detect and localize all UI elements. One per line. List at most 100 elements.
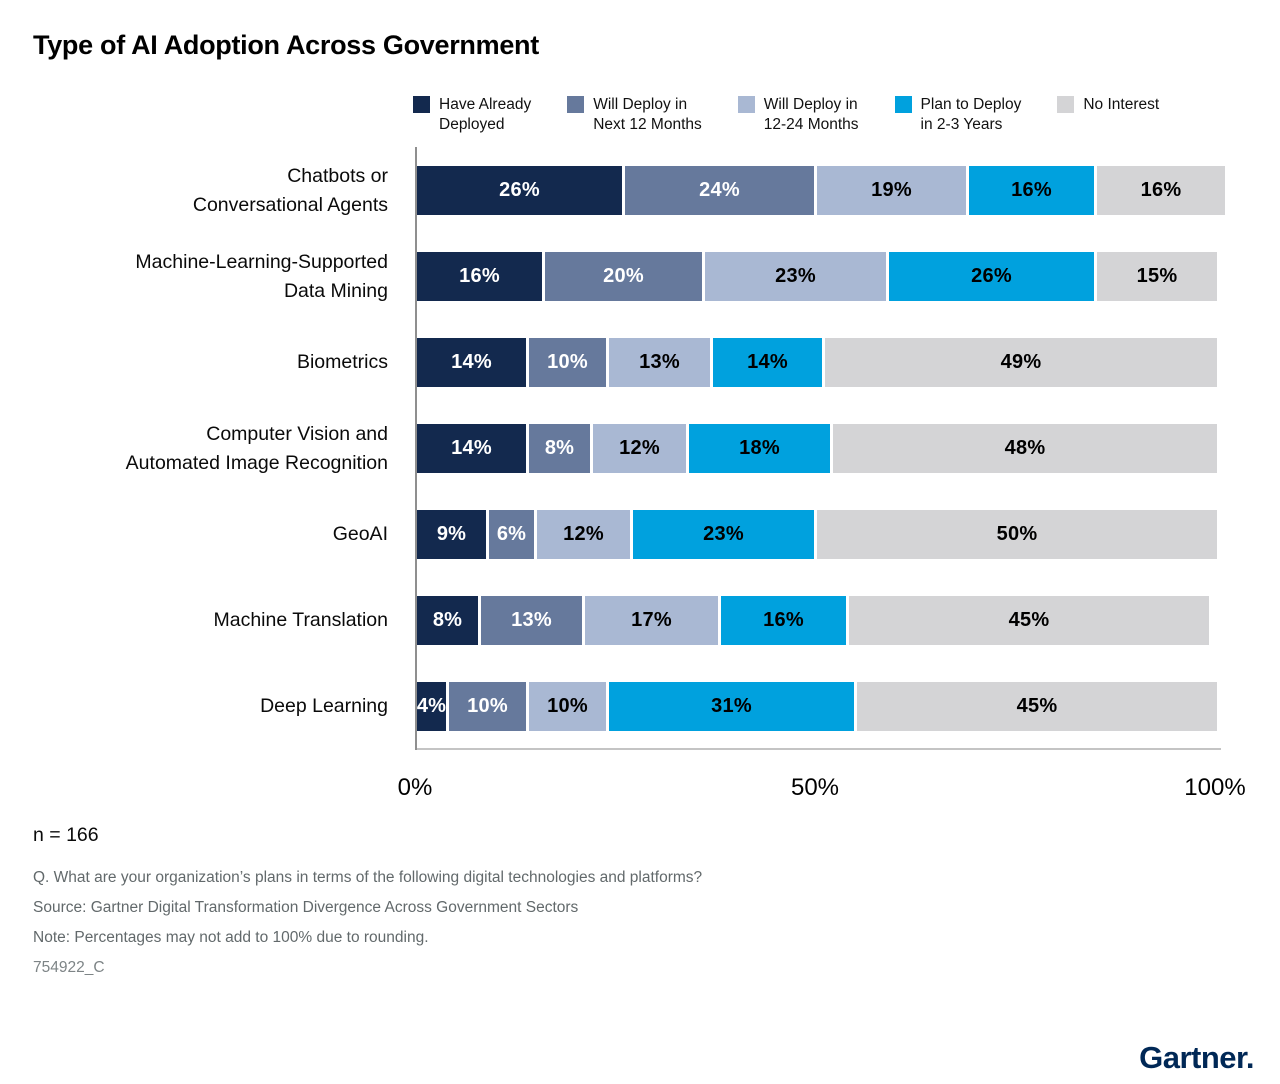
legend-label-line: Plan to Deploy bbox=[920, 96, 1022, 113]
legend-label-line: 12-24 Months bbox=[763, 116, 859, 133]
segment-value-label: 15% bbox=[1136, 265, 1178, 287]
bar-segment: 16% bbox=[1097, 166, 1225, 215]
segment-value-label: 16% bbox=[459, 265, 500, 287]
bar: 8% 13% 17% 16% 45% bbox=[417, 596, 1217, 645]
legend-label: Plan to Deploy in 2-3 Years bbox=[921, 95, 1022, 135]
legend-label-line: Deployed bbox=[439, 116, 505, 133]
segment-value-label: 4% bbox=[416, 695, 447, 717]
legend-swatch-icon bbox=[567, 96, 585, 113]
chart-title: Type of AI Adoption Across Government bbox=[33, 30, 539, 60]
y-axis-line bbox=[415, 147, 417, 750]
bar-chart: Chatbots or Conversational Agents 26% 24% 19… bbox=[0, 147, 1280, 750]
x-tick-label: 100% bbox=[1184, 774, 1246, 801]
bar-segment: 6% bbox=[489, 510, 537, 559]
document-id: 754922_C bbox=[33, 959, 105, 976]
legend-label-line: Will Deploy in bbox=[763, 96, 858, 113]
legend-label-line: Next 12 Months bbox=[593, 116, 702, 133]
segment-value-label: 10% bbox=[547, 351, 588, 373]
bar-segment: 31% bbox=[609, 682, 857, 731]
footnote-source: Source: Gartner Digital Transformation D… bbox=[33, 899, 579, 916]
category-label-line: Conversational Agents bbox=[192, 193, 388, 216]
bar-segment: 50% bbox=[817, 510, 1217, 559]
sample-size-label: n = 166 bbox=[33, 824, 99, 846]
category-label: GeoAI bbox=[0, 520, 388, 549]
bar: 26% 24% 19% 16% 16% bbox=[417, 166, 1225, 215]
bar-segment: 49% bbox=[825, 338, 1217, 387]
bar-segment: 16% bbox=[969, 166, 1097, 215]
segment-value-label: 14% bbox=[451, 437, 492, 459]
bar-segment: 45% bbox=[849, 596, 1209, 645]
bar: 16% 20% 23% 26% 15% bbox=[417, 252, 1217, 301]
legend-item: No Interest bbox=[1057, 95, 1159, 135]
footnotes: Q. What are your organization’s plans in… bbox=[33, 868, 1280, 977]
legend-label: Will Deploy in Next 12 Months bbox=[593, 95, 702, 135]
bar-segment: 14% bbox=[713, 338, 825, 387]
category-label-line: Chatbots or bbox=[287, 164, 388, 187]
bar-segment: 13% bbox=[609, 338, 713, 387]
legend: Have Already Deployed Will Deploy in Next 1… bbox=[413, 95, 1280, 135]
category-label-line: Automated Image Recognition bbox=[125, 451, 388, 474]
segment-value-label: 24% bbox=[699, 179, 740, 201]
category-label: Computer Vision and Automated Image Recog… bbox=[0, 420, 388, 478]
segment-value-label: 13% bbox=[639, 351, 680, 373]
legend-swatch-icon bbox=[894, 96, 912, 113]
segment-value-label: 17% bbox=[631, 609, 672, 631]
segment-value-label: 12% bbox=[563, 523, 604, 545]
bar: 14% 10% 13% 14% 49% bbox=[417, 338, 1217, 387]
bar-segment: 20% bbox=[545, 252, 705, 301]
bar-segment: 10% bbox=[529, 338, 609, 387]
legend-label-line: Have Already bbox=[439, 96, 532, 113]
bars: Chatbots or Conversational Agents 26% 24% 19… bbox=[0, 147, 1280, 731]
bar-segment: 16% bbox=[721, 596, 849, 645]
legend-label-line: No Interest bbox=[1083, 96, 1160, 113]
segment-value-label: 48% bbox=[1004, 437, 1046, 459]
bar-segment: 13% bbox=[481, 596, 585, 645]
bar-segment: 14% bbox=[417, 338, 529, 387]
footnote-question: Q. What are your organization’s plans in… bbox=[33, 869, 703, 886]
legend-swatch-icon bbox=[737, 96, 755, 113]
bar-segment: 15% bbox=[1097, 252, 1217, 301]
legend-item: Have Already Deployed bbox=[413, 95, 531, 135]
category-label-line: GeoAI bbox=[332, 523, 388, 545]
legend-label: Will Deploy in 12-24 Months bbox=[764, 95, 859, 135]
bar-row: Machine Translation 8% 13% 17% 16% 45% bbox=[0, 596, 1280, 645]
bar-segment: 23% bbox=[633, 510, 817, 559]
legend-item: Will Deploy in Next 12 Months bbox=[567, 95, 702, 135]
segment-value-label: 26% bbox=[971, 265, 1012, 287]
category-label-line: Machine-Learning-Supported bbox=[135, 250, 388, 273]
segment-value-label: 10% bbox=[467, 695, 508, 717]
gartner-logo: Gartner. bbox=[1139, 1040, 1254, 1075]
legend-swatch-icon bbox=[413, 96, 430, 113]
segment-value-label: 14% bbox=[451, 351, 492, 373]
bar-row: Chatbots or Conversational Agents 26% 24% 19… bbox=[0, 165, 1280, 216]
bar: 9% 6% 12% 23% 50% bbox=[417, 510, 1217, 559]
segment-value-label: 31% bbox=[711, 695, 752, 717]
bar-segment: 18% bbox=[689, 424, 833, 473]
category-label: Biometrics bbox=[0, 348, 388, 377]
bar-segment: 26% bbox=[889, 252, 1097, 301]
bar-segment: 8% bbox=[417, 596, 481, 645]
category-label-line: Biometrics bbox=[296, 351, 388, 373]
category-label: Machine-Learning-Supported Data Mining bbox=[0, 248, 388, 306]
x-axis-line bbox=[415, 748, 1221, 750]
legend-item: Will Deploy in 12-24 Months bbox=[737, 95, 859, 135]
bar-segment: 14% bbox=[417, 424, 529, 473]
segment-value-label: 6% bbox=[496, 523, 527, 545]
segment-value-label: 12% bbox=[619, 437, 660, 459]
category-label-line: Data Mining bbox=[283, 279, 388, 302]
segment-value-label: 9% bbox=[436, 523, 467, 545]
category-label: Chatbots or Conversational Agents bbox=[0, 162, 388, 220]
segment-value-label: 8% bbox=[544, 437, 575, 459]
bar-segment: 17% bbox=[585, 596, 721, 645]
bar-segment: 8% bbox=[529, 424, 593, 473]
bar-segment: 4% bbox=[417, 682, 449, 731]
bar: 14% 8% 12% 18% 48% bbox=[417, 424, 1217, 473]
x-tick-label: 0% bbox=[397, 774, 433, 801]
category-label-line: Deep Learning bbox=[260, 695, 388, 717]
legend-swatch-icon bbox=[1057, 96, 1075, 113]
bar-segment: 10% bbox=[529, 682, 609, 731]
bar-segment: 23% bbox=[705, 252, 889, 301]
segment-value-label: 23% bbox=[703, 523, 744, 545]
bar-segment: 26% bbox=[417, 166, 625, 215]
category-label: Machine Translation bbox=[0, 606, 388, 635]
